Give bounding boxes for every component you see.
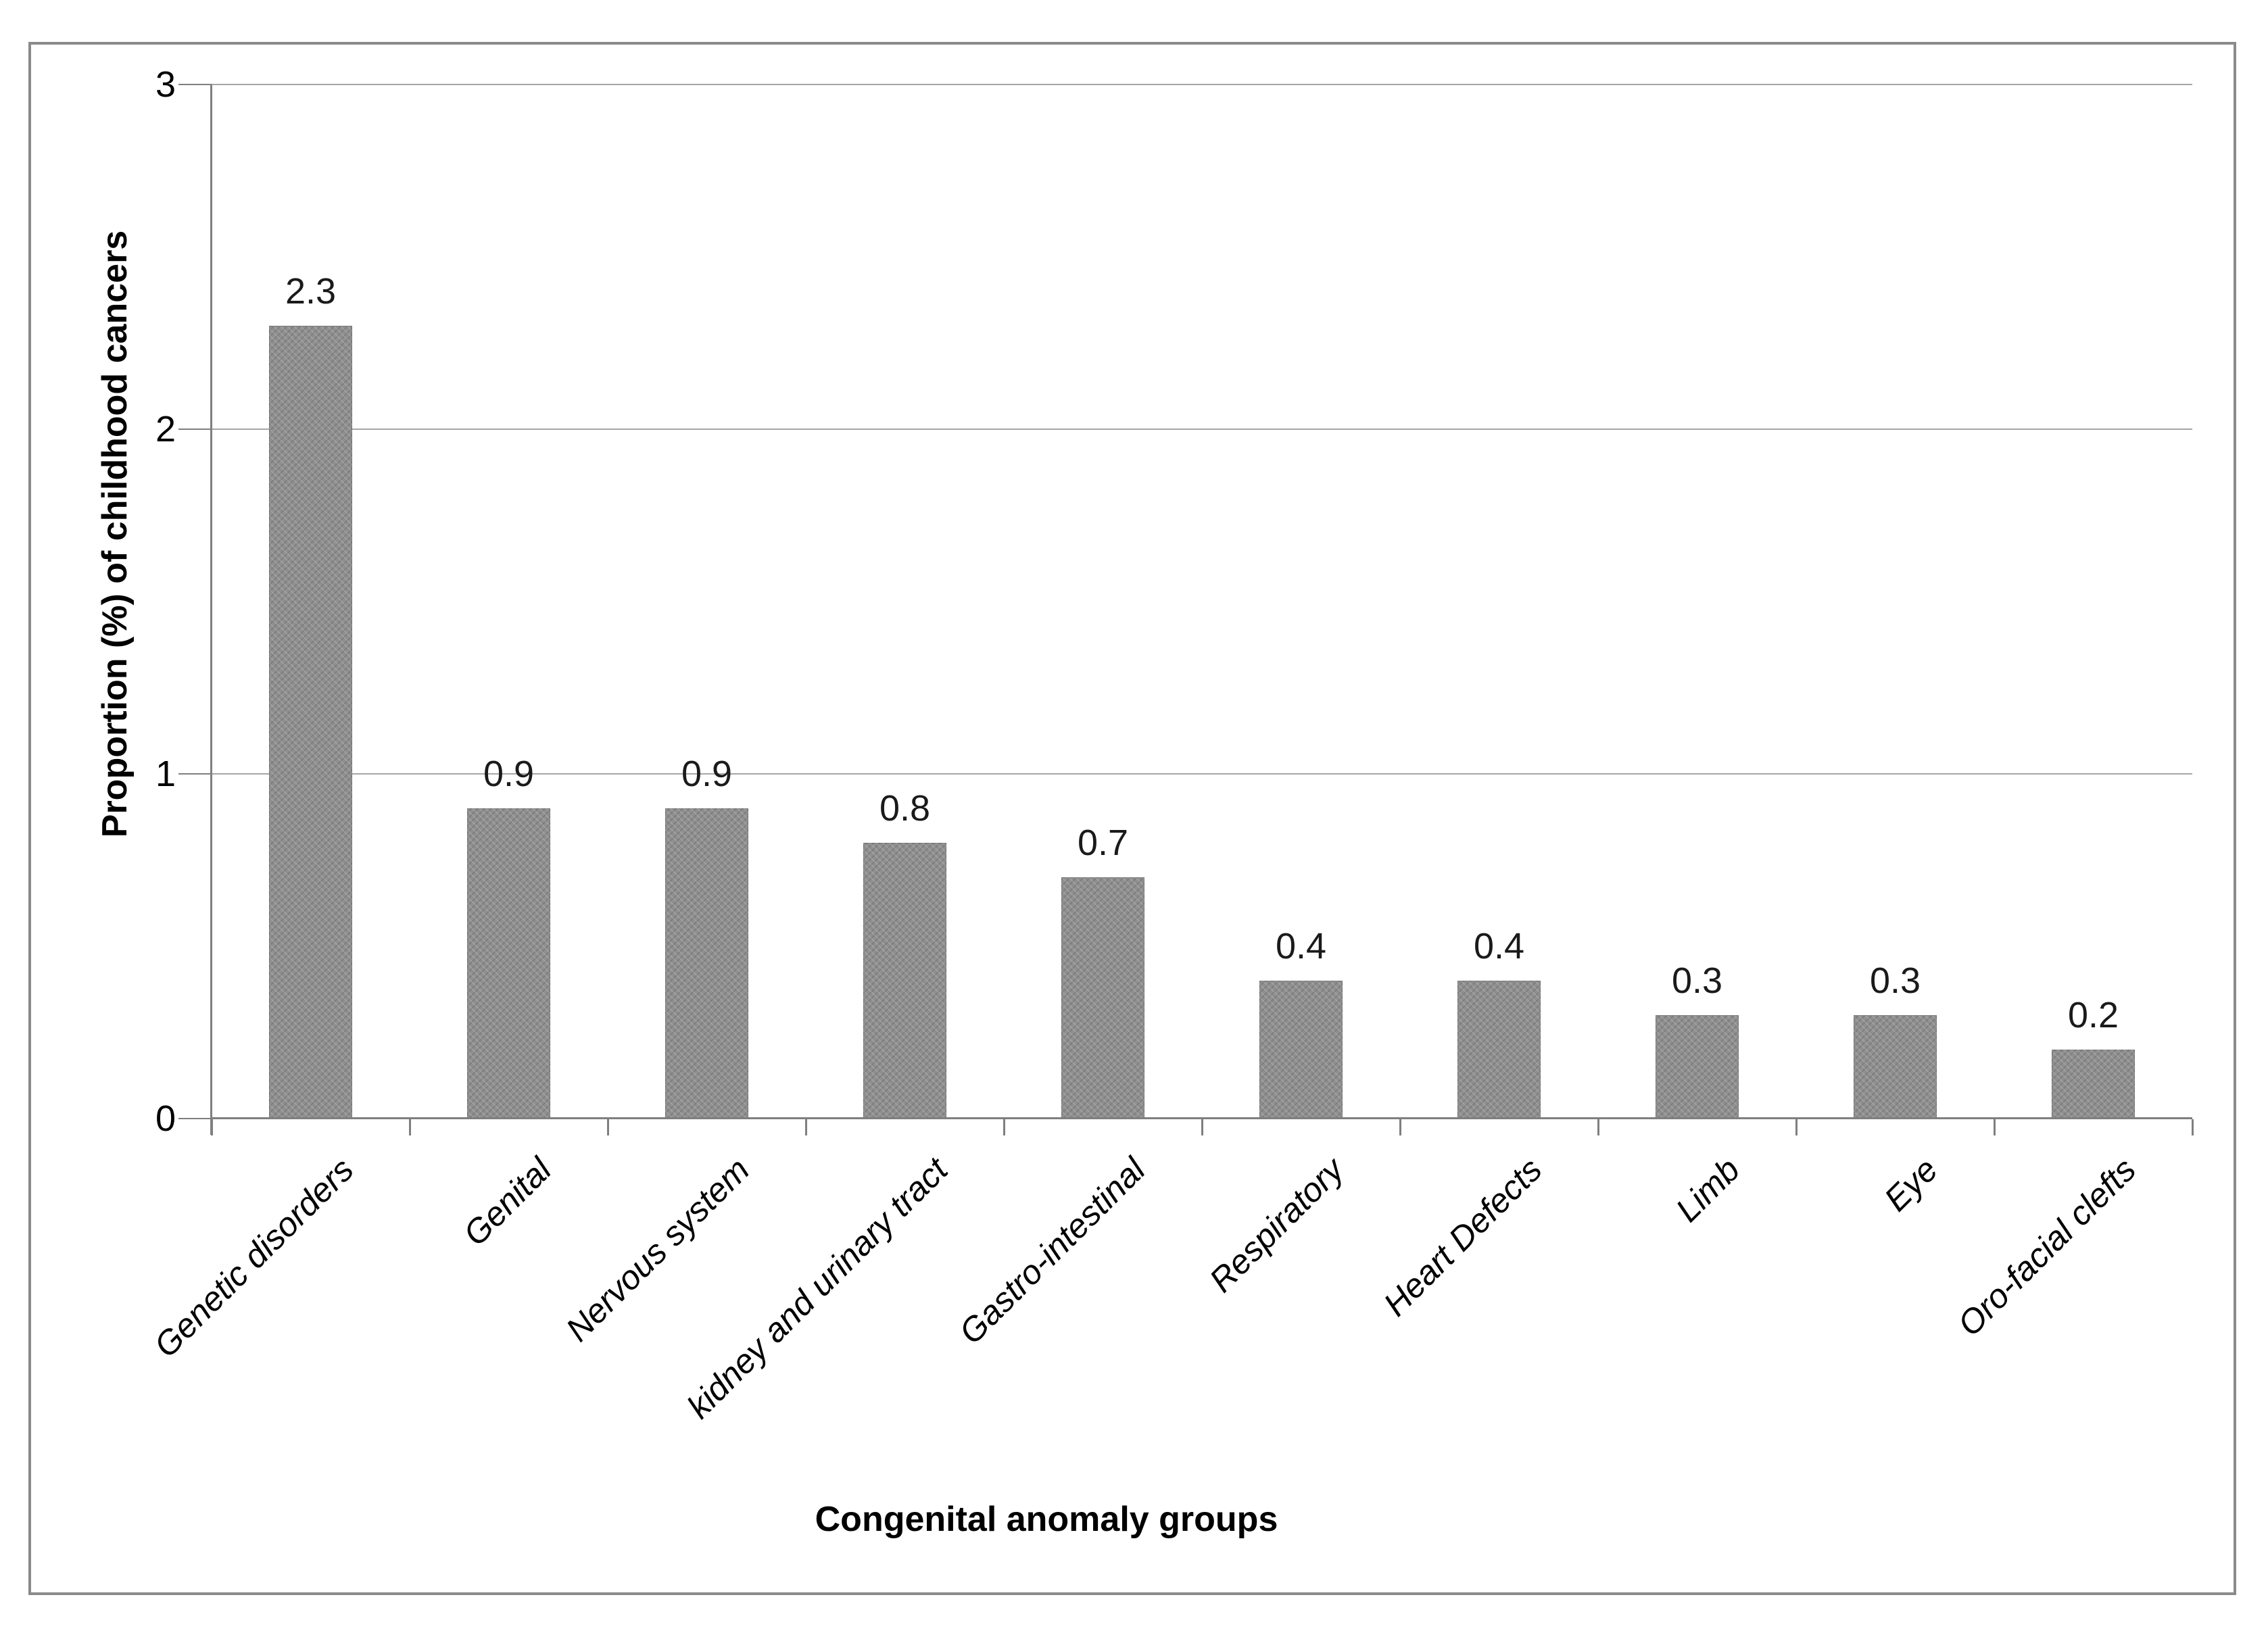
y-tick-mark-1 bbox=[178, 773, 212, 775]
x-tick-mark-9 bbox=[1994, 1119, 1996, 1135]
y-tick-label-0: 0 bbox=[155, 1098, 176, 1139]
bar-genital bbox=[467, 808, 550, 1119]
bar-value-label-limb: 0.3 bbox=[1671, 960, 1723, 1001]
x-tick-mark-6 bbox=[1399, 1119, 1401, 1135]
bar-nervous-system bbox=[665, 808, 748, 1119]
bar-value-label-eye: 0.3 bbox=[1869, 960, 1921, 1001]
bar-gastro-intestinal bbox=[1061, 877, 1144, 1119]
x-tick-mark-0 bbox=[211, 1119, 213, 1135]
bar-value-label-nervous-system: 0.9 bbox=[681, 754, 733, 794]
x-tick-mark-5 bbox=[1201, 1119, 1203, 1135]
bar-value-label-heart-defects: 0.4 bbox=[1473, 926, 1525, 967]
bar-oro-facial-clefts bbox=[2052, 1050, 2135, 1119]
y-tick-mark-2 bbox=[178, 429, 212, 430]
bar-genetic-disorders bbox=[269, 326, 352, 1119]
bar-respiratory bbox=[1259, 981, 1343, 1119]
y-tick-label-3: 3 bbox=[155, 64, 176, 105]
bar-value-label-genetic-disorders: 2.3 bbox=[285, 271, 337, 312]
y-axis-title: Proportion (%) of childhood cancers bbox=[95, 230, 135, 838]
y-tick-label-2: 2 bbox=[155, 409, 176, 449]
x-tick-mark-2 bbox=[607, 1119, 609, 1135]
bar-heart-defects bbox=[1457, 981, 1541, 1119]
gridline-y-1 bbox=[212, 773, 2192, 775]
bar-value-label-genital: 0.9 bbox=[483, 754, 535, 794]
figure-border bbox=[28, 42, 2236, 1595]
y-tick-mark-0 bbox=[178, 1118, 212, 1119]
bar-value-label-oro-facial-clefts: 0.2 bbox=[2067, 995, 2119, 1035]
x-axis-title: Congenital anomaly groups bbox=[815, 1500, 1278, 1539]
x-tick-mark-3 bbox=[805, 1119, 807, 1135]
y-tick-label-1: 1 bbox=[155, 754, 176, 794]
y-tick-mark-3 bbox=[178, 84, 212, 85]
bar-eye bbox=[1854, 1015, 1937, 1119]
bar-value-label-gastro-intestinal: 0.7 bbox=[1077, 823, 1129, 863]
bar-kidney-and-urinary-tract bbox=[863, 843, 946, 1119]
bar-value-label-respiratory: 0.4 bbox=[1275, 926, 1327, 967]
gridline-y-2 bbox=[212, 429, 2192, 430]
x-tick-mark-10 bbox=[2192, 1119, 2194, 1135]
x-tick-mark-8 bbox=[1795, 1119, 1797, 1135]
x-tick-mark-4 bbox=[1003, 1119, 1005, 1135]
x-tick-mark-1 bbox=[409, 1119, 411, 1135]
y-axis-line bbox=[210, 84, 212, 1135]
bar-limb bbox=[1656, 1015, 1739, 1119]
bar-value-label-kidney-and-urinary-tract: 0.8 bbox=[879, 788, 931, 829]
x-tick-mark-7 bbox=[1597, 1119, 1599, 1135]
gridline-y-3 bbox=[212, 84, 2192, 85]
x-axis-line bbox=[212, 1117, 2192, 1119]
